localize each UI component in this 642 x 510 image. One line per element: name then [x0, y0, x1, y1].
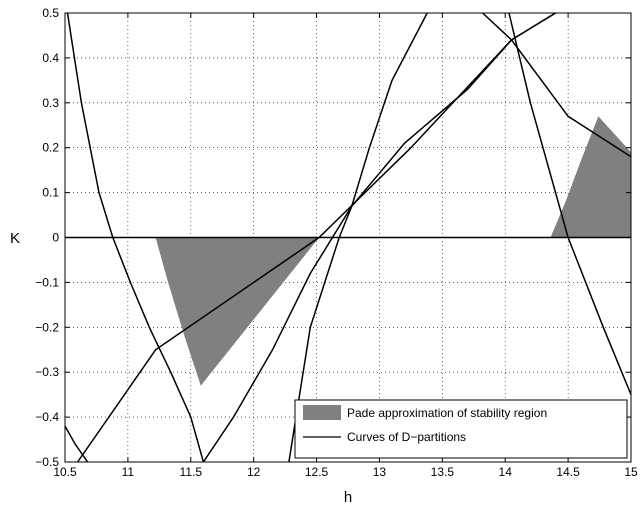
x-tick-label: 13.5 [431, 465, 455, 479]
x-tick-label: 12 [247, 465, 261, 479]
x-tick-label: 11 [122, 465, 135, 479]
y-tick-label: 0.3 [42, 96, 59, 110]
stability-regions [155, 116, 631, 386]
y-tick-label: −0.2 [35, 320, 59, 334]
y-tick-label: 0.1 [42, 186, 59, 200]
y-tick-label: −0.3 [35, 365, 59, 379]
legend-label-curves: Curves of D−partitions [347, 430, 466, 444]
d-partition-curve [508, 12, 632, 395]
y-tick-label: 0.4 [42, 51, 59, 65]
d-partition-curve [482, 12, 632, 158]
d-partition-curves [64, 12, 632, 463]
y-tick-label: −0.4 [35, 410, 59, 424]
x-tick-label: 13 [373, 465, 387, 479]
x-tick-label: 15 [624, 465, 638, 479]
y-axis-label: K [10, 230, 20, 247]
d-partition-curve [66, 12, 205, 463]
x-tick-label: 10.5 [53, 465, 77, 479]
axis-ticks: 10.5 11 11.5 12 12.5 13 13.5 14 14.5 15 −0.5 −0.4 −0… [35, 6, 638, 479]
y-tick-label: 0.2 [42, 141, 59, 155]
legend-box [294, 399, 628, 459]
stability-region [155, 237, 320, 386]
legend-label-region: Pade approximation of stability region [347, 406, 547, 420]
d-partition-curve [202, 12, 556, 463]
y-tick-label: −0.1 [35, 275, 59, 289]
x-tick-label: 12.5 [305, 465, 329, 479]
d-partition-curve [64, 425, 89, 463]
x-tick-label: 14.5 [556, 465, 580, 479]
legend: Pade approximation of stability region C… [294, 399, 628, 459]
y-tick-label: −0.5 [35, 455, 59, 469]
y-tick-label: 0.5 [42, 6, 59, 20]
x-tick-label: 14 [499, 465, 513, 479]
stability-region [550, 116, 631, 238]
y-tick-label: 0 [52, 231, 59, 245]
legend-patch-swatch [303, 405, 341, 420]
x-axis-label: h [344, 489, 352, 506]
x-tick-label: 11.5 [180, 465, 203, 479]
